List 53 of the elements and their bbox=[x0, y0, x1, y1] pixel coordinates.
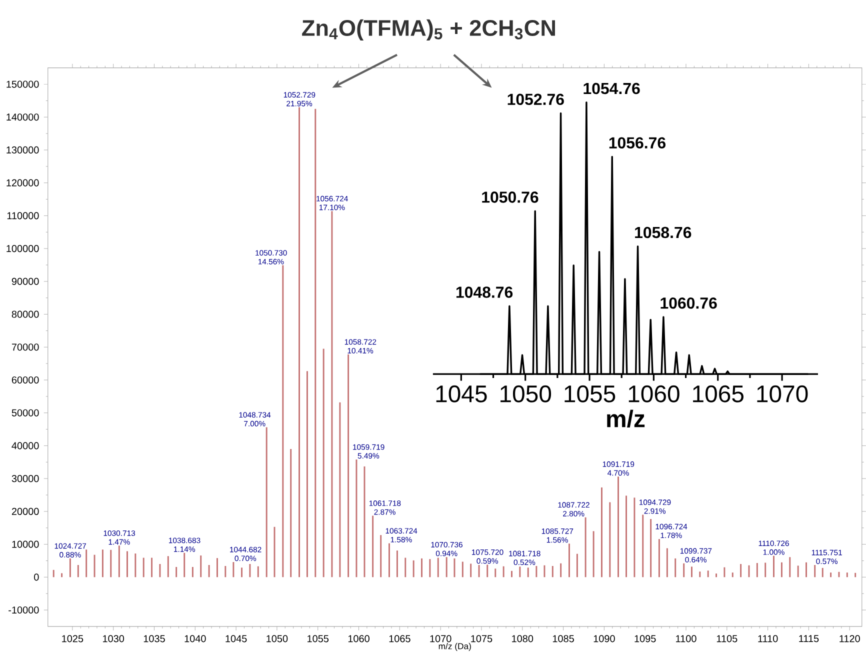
y-tick-label: 10000 bbox=[12, 540, 39, 548]
x-tick-label: 1055 bbox=[564, 385, 616, 402]
x-tick-label: 1055 bbox=[308, 634, 329, 642]
annotation: 1060.76 bbox=[660, 297, 717, 309]
x-tick-label: 1065 bbox=[693, 385, 744, 402]
y-tick-label: 40000 bbox=[12, 442, 39, 450]
x-tick-label: 1105 bbox=[716, 634, 738, 642]
y-tick-label: 80000 bbox=[12, 310, 39, 318]
x-tick-label: 1100 bbox=[676, 634, 696, 642]
x-tick-label: 1040 bbox=[184, 634, 206, 642]
x-axis-title: m/z bbox=[607, 410, 645, 428]
x-tick-label: 1095 bbox=[634, 634, 656, 642]
y-tick-label: 120000 bbox=[6, 179, 39, 186]
y-tick-label: 90000 bbox=[12, 278, 39, 285]
x-tick-label: 1045 bbox=[226, 634, 247, 642]
y-tick-label: 50000 bbox=[12, 409, 39, 416]
x-tick-label: 1090 bbox=[594, 634, 615, 642]
x-tick-label: 1035 bbox=[144, 634, 165, 642]
annotation: 1056.76 bbox=[609, 137, 666, 148]
y-tick-label: 30000 bbox=[12, 474, 39, 482]
annotation: 1058.76 bbox=[635, 226, 692, 238]
y-tick-label: -10000 bbox=[8, 606, 39, 614]
x-tick-label: 1060 bbox=[628, 385, 680, 402]
x-tick-label: 1080 bbox=[512, 634, 534, 642]
y-tick-label: 20000 bbox=[12, 508, 39, 515]
y-tick-label: 60000 bbox=[12, 376, 39, 384]
y-tick-label: 140000 bbox=[6, 113, 39, 120]
x-tick-label: 1050 bbox=[266, 634, 288, 642]
y-tick-label: 70000 bbox=[12, 343, 39, 350]
x-tick-label: 1110 bbox=[758, 634, 778, 642]
x-tick-label: 1115 bbox=[799, 634, 819, 642]
x-tick-label: 1060 bbox=[348, 634, 370, 642]
x-tick-label: 1120 bbox=[840, 634, 860, 642]
annotation: 1054.76 bbox=[584, 82, 640, 94]
x-tick-label: 1075 bbox=[471, 634, 492, 642]
y-tick-label: 100000 bbox=[6, 244, 39, 252]
x-tick-label: 1030 bbox=[102, 634, 124, 642]
x-tick-label: 1045 bbox=[436, 385, 487, 402]
x-tick-label: 1070 bbox=[757, 385, 808, 402]
annotation: 1050.76 bbox=[482, 191, 538, 203]
y-tick-label: 150000 bbox=[6, 80, 39, 88]
y-tick-label: 110000 bbox=[7, 212, 39, 220]
x-axis-title: m/z (Da) bbox=[438, 642, 471, 651]
x-tick-label: 1065 bbox=[389, 634, 410, 642]
chart-title: Zn$_{4}$O(TFMA)$_{5}$ + 2CH$_{3}$CN bbox=[302, 19, 555, 40]
x-tick-label: 1050 bbox=[500, 385, 552, 402]
annotation: 1048.76 bbox=[456, 286, 513, 298]
annotation: 1052.76 bbox=[508, 94, 564, 105]
y-tick-label: 130000 bbox=[6, 146, 39, 154]
y-tick-label: 0 bbox=[34, 573, 39, 580]
x-tick-label: 1085 bbox=[552, 634, 574, 642]
x-tick-label: 1025 bbox=[62, 634, 84, 642]
x-tick-label: 1070 bbox=[430, 634, 452, 642]
